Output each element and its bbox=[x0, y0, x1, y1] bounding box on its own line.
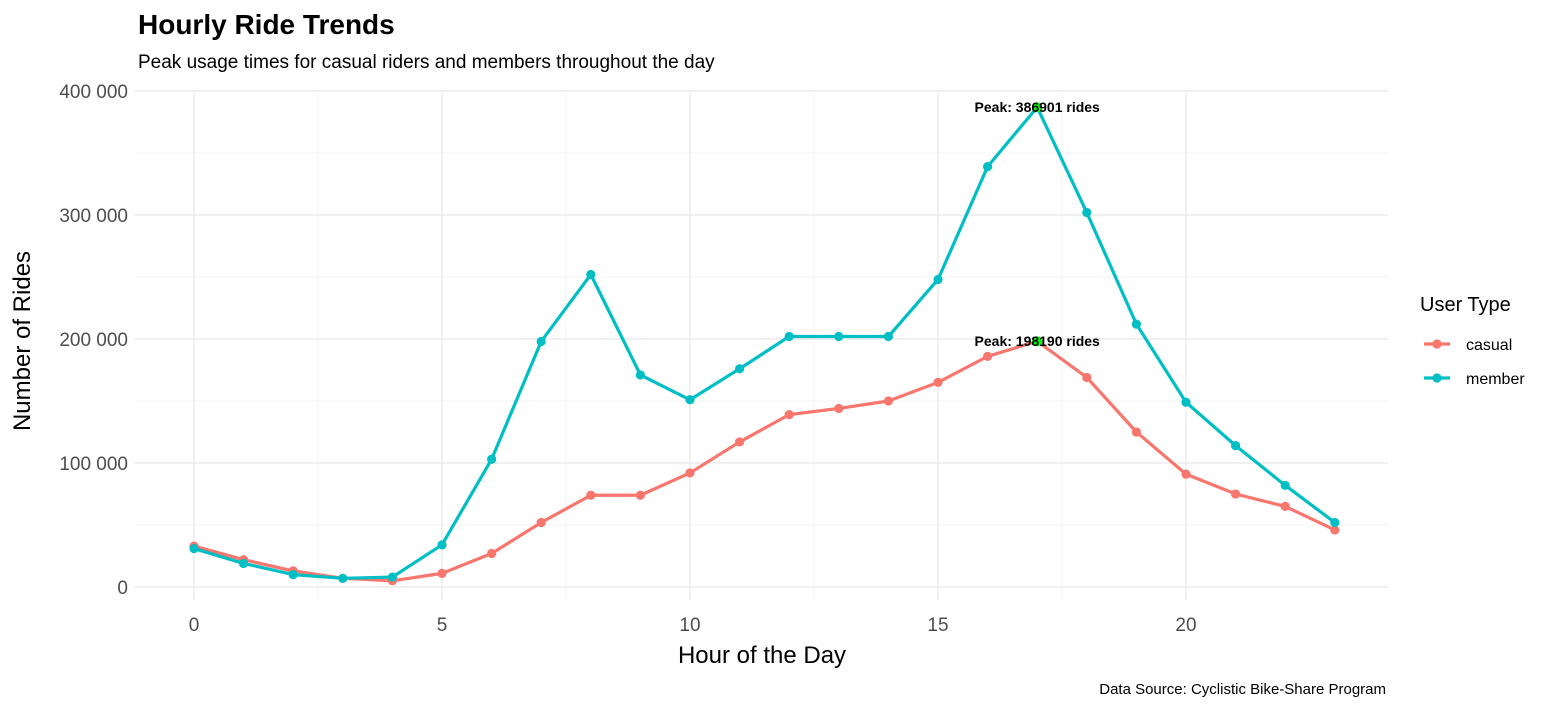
data-point-casual bbox=[536, 517, 546, 528]
major-gridlines bbox=[135, 90, 1388, 600]
data-point-casual bbox=[784, 410, 794, 420]
legend-label: casual bbox=[1466, 337, 1512, 354]
x-tick-label: 15 bbox=[927, 615, 948, 636]
data-point-casual bbox=[983, 351, 993, 361]
data-point-member bbox=[883, 331, 894, 342]
x-tick-label: 5 bbox=[437, 615, 448, 636]
data-point-member bbox=[834, 331, 844, 342]
data-point-casual bbox=[1131, 427, 1141, 437]
data-point-casual bbox=[735, 437, 745, 447]
data-point-member bbox=[239, 558, 249, 569]
data-point-member bbox=[487, 454, 497, 464]
legend-item-member: member bbox=[1424, 371, 1525, 388]
legend-item-casual: casual bbox=[1424, 337, 1512, 354]
peak-annotation: Peak: 386901 rides bbox=[975, 99, 1101, 115]
data-point-member bbox=[1231, 441, 1241, 451]
y-axis-ticks: 0 100 000 200 000 300 000 400 000 bbox=[59, 82, 128, 599]
data-point-member bbox=[983, 162, 993, 172]
y-tick-label: 300 000 bbox=[59, 206, 128, 227]
data-point-member bbox=[586, 269, 596, 280]
peak-annotation: Peak: 198190 rides bbox=[975, 333, 1101, 349]
series-layer bbox=[189, 102, 1340, 586]
minor-gridlines bbox=[135, 91, 1388, 600]
data-point-casual bbox=[933, 377, 943, 387]
data-point-member bbox=[1131, 319, 1141, 329]
data-point-member bbox=[338, 573, 348, 583]
data-point-member bbox=[933, 274, 943, 285]
data-point-casual bbox=[883, 396, 894, 406]
data-point-member bbox=[1181, 397, 1191, 407]
data-point-casual bbox=[1231, 489, 1241, 499]
data-point-member bbox=[685, 395, 695, 405]
data-point-casual bbox=[487, 548, 497, 559]
data-point-casual bbox=[1181, 469, 1191, 479]
data-point-member bbox=[1280, 480, 1290, 490]
peak-marker bbox=[1032, 102, 1043, 113]
data-point-casual bbox=[586, 490, 596, 500]
legend: User Type casual member bbox=[1420, 294, 1525, 388]
chart-subtitle: Peak usage times for casual riders and m… bbox=[138, 52, 715, 73]
y-tick-label: 0 bbox=[117, 578, 128, 599]
data-source-caption: Data Source: Cyclistic Bike-Share Progra… bbox=[1099, 681, 1386, 698]
data-point-casual bbox=[834, 403, 844, 414]
series-member bbox=[189, 102, 1340, 583]
data-point-member bbox=[536, 336, 546, 347]
y-tick-label: 400 000 bbox=[59, 82, 128, 103]
y-tick-label: 100 000 bbox=[59, 454, 128, 475]
data-point-member bbox=[1330, 517, 1340, 528]
data-point-member bbox=[189, 543, 199, 554]
x-tick-label: 10 bbox=[679, 615, 700, 636]
data-point-casual bbox=[635, 490, 646, 500]
annotation-layer: Peak: 198190 rides Peak: 386901 rides bbox=[975, 99, 1101, 349]
data-point-casual bbox=[1082, 372, 1092, 383]
x-axis-title: Hour of the Day bbox=[678, 642, 846, 669]
series-line-casual bbox=[193, 339, 1336, 583]
data-point-member bbox=[784, 331, 794, 342]
legend-key-point bbox=[1432, 373, 1442, 383]
data-point-casual bbox=[437, 568, 447, 578]
data-point-member bbox=[635, 370, 646, 380]
y-tick-label: 200 000 bbox=[59, 330, 128, 351]
y-axis-title: Number of Rides bbox=[9, 251, 36, 431]
data-point-member bbox=[288, 570, 298, 580]
data-point-member bbox=[1082, 207, 1092, 218]
x-axis-ticks: 0 5 10 15 20 bbox=[189, 615, 1197, 636]
series-line-member bbox=[193, 105, 1336, 580]
x-tick-label: 20 bbox=[1175, 615, 1196, 636]
legend-label: member bbox=[1466, 371, 1525, 388]
x-tick-label: 0 bbox=[189, 615, 200, 636]
data-point-casual bbox=[685, 468, 695, 478]
data-point-member bbox=[437, 540, 447, 550]
data-point-casual bbox=[1280, 501, 1290, 511]
data-point-member bbox=[735, 364, 745, 374]
peak-marker bbox=[1032, 336, 1043, 347]
data-point-member bbox=[387, 572, 397, 582]
chart-title: Hourly Ride Trends bbox=[138, 9, 395, 40]
legend-title: User Type bbox=[1420, 294, 1511, 316]
data-point-casual bbox=[1330, 525, 1340, 535]
legend-key-point bbox=[1432, 339, 1442, 349]
